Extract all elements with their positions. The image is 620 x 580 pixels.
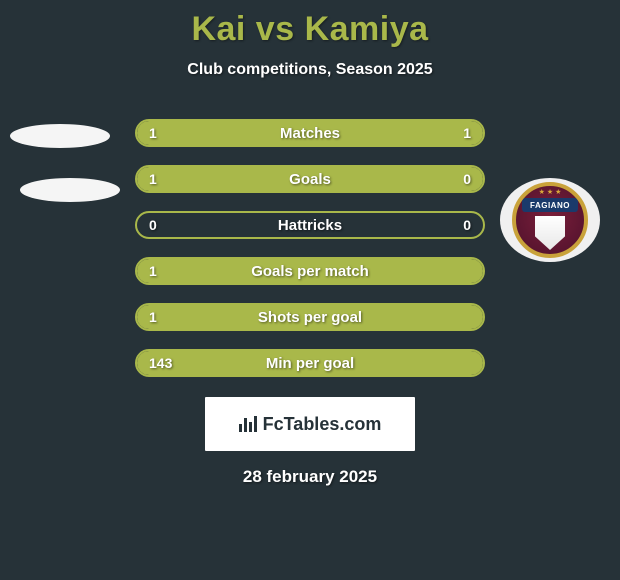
team-crest-icon: ★ ★ ★ FAGIANO — [512, 182, 588, 258]
brand-bars-icon — [239, 416, 257, 432]
crest-banner: FAGIANO — [522, 198, 578, 212]
stat-label: Min per goal — [137, 351, 483, 375]
stat-row: 11Matches — [135, 119, 485, 147]
crest-shield-icon — [535, 216, 565, 250]
stat-row: 10Goals — [135, 165, 485, 193]
player-left-badge-1 — [10, 124, 110, 148]
page-title: Kai vs Kamiya — [0, 0, 620, 49]
stat-label: Hattricks — [137, 213, 483, 237]
stat-label: Goals — [137, 167, 483, 191]
stats-bars: 11Matches 10Goals 00Hattricks 1Goals per ma… — [135, 119, 485, 377]
stat-row: 1Shots per goal — [135, 303, 485, 331]
brand-badge: FcTables.com — [205, 397, 415, 451]
stat-row: 143Min per goal — [135, 349, 485, 377]
stat-label: Matches — [137, 121, 483, 145]
stat-row: 1Goals per match — [135, 257, 485, 285]
stat-row: 00Hattricks — [135, 211, 485, 239]
stat-label: Goals per match — [137, 259, 483, 283]
crest-stars-icon: ★ ★ ★ — [516, 188, 584, 196]
page-subtitle: Club competitions, Season 2025 — [0, 61, 620, 79]
footer-date: 28 february 2025 — [0, 467, 620, 487]
player-left-badge-2 — [20, 178, 120, 202]
stat-label: Shots per goal — [137, 305, 483, 329]
brand-text: FcTables.com — [263, 414, 382, 435]
player-right-badge: ★ ★ ★ FAGIANO — [500, 178, 600, 262]
